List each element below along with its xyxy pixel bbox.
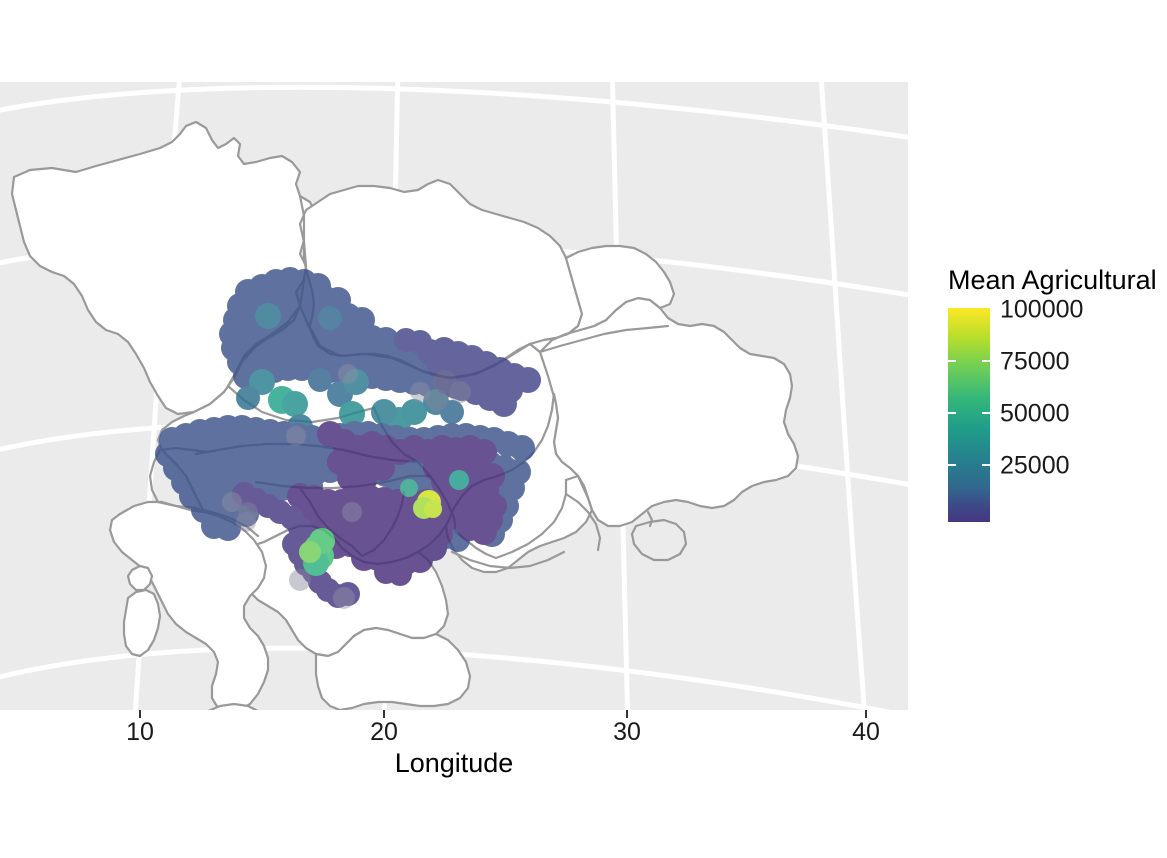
- legend-colorbar: [948, 308, 990, 522]
- x-tick-label-10: 10: [126, 718, 154, 746]
- legend-tick-50000-left: [948, 412, 956, 414]
- x-tick-label-40: 40: [852, 718, 880, 746]
- data-points: [155, 267, 541, 609]
- island-sicily: [207, 702, 259, 710]
- country-belarus: [528, 244, 676, 354]
- legend-tick-50000-right: [982, 412, 990, 414]
- x-tick-label-20: 20: [370, 718, 398, 746]
- legend-colorbar-wrap: [948, 308, 990, 522]
- legend-label-50000: 50000: [1000, 399, 1070, 428]
- country-greece-turkey: [314, 626, 472, 710]
- legend-tick-75000-right: [982, 360, 990, 362]
- x-tick-mark-10: [139, 710, 141, 718]
- x-tick-mark-40: [865, 710, 867, 718]
- island-corsica: [126, 564, 154, 592]
- map-panel: [0, 82, 908, 710]
- x-axis: 10 20 30 40: [0, 710, 908, 758]
- x-tick-mark-20: [383, 710, 385, 718]
- legend-label-100000: 100000: [1000, 295, 1084, 324]
- map-svg: [0, 82, 908, 710]
- island-sardinia: [122, 588, 162, 658]
- x-tick-mark-30: [626, 710, 628, 718]
- legend-label-25000: 25000: [1000, 451, 1070, 480]
- legend-tick-75000-left: [948, 360, 956, 362]
- legend-tick-25000-left: [948, 464, 956, 466]
- legend-title: Mean Agricultural: [948, 265, 1157, 295]
- legend-label-75000: 75000: [1000, 347, 1070, 376]
- x-axis-title: Longitude: [394, 748, 514, 778]
- legend-tick-25000-right: [982, 464, 990, 466]
- x-tick-label-30: 30: [613, 718, 641, 746]
- legend: Mean Agricultural: [948, 265, 1167, 536]
